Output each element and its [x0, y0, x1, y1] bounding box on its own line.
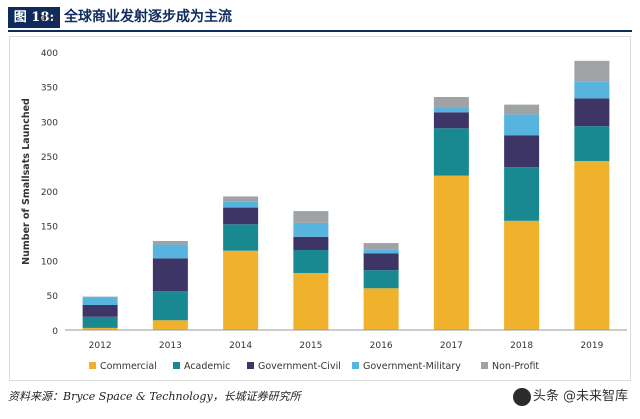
- bar-commercial-2014: [223, 250, 259, 330]
- bar-government-military-2017: [433, 107, 469, 113]
- bar-commercial-2013: [152, 320, 188, 330]
- legend-label-non-profit: Non-Profit: [492, 361, 539, 372]
- legend-label-academic: Academic: [184, 361, 230, 372]
- y-tick-label: 50: [47, 292, 59, 302]
- bar-academic-2013: [152, 291, 188, 321]
- legend-swatch-commercial: [89, 362, 96, 369]
- bar-academic-2018: [504, 167, 540, 221]
- x-tick-label: 2013: [159, 341, 182, 351]
- bar-non-profit-2013: [152, 240, 188, 245]
- bar-academic-2016: [363, 270, 399, 289]
- y-tick-label: 0: [52, 327, 58, 337]
- x-tick-label: 2019: [580, 341, 603, 351]
- x-tick-label: 2015: [299, 341, 322, 351]
- bar-government-civil-2013: [152, 258, 188, 292]
- bar-academic-2017: [433, 128, 469, 176]
- bar-commercial-2018: [504, 220, 540, 330]
- y-tick-label: 200: [41, 188, 58, 198]
- y-tick-label: 150: [41, 223, 58, 233]
- x-tick-label: 2017: [440, 341, 463, 351]
- legend-swatch-non-profit: [481, 362, 488, 369]
- y-tick-label: 300: [41, 118, 58, 128]
- bar-government-civil-2018: [504, 135, 540, 168]
- bar-commercial-2012: [82, 327, 118, 330]
- figure-label: 图 18:: [8, 7, 60, 28]
- bar-non-profit-2014: [223, 196, 259, 202]
- y-tick-label: 450: [41, 14, 58, 24]
- bar-academic-2012: [82, 316, 118, 328]
- watermark: 头条 @未来智库: [512, 385, 628, 409]
- x-tick-label: 2018: [510, 341, 533, 351]
- legend-label-government-civil: Government-Civil: [258, 361, 341, 372]
- bar-government-civil-2012: [82, 304, 118, 317]
- bar-non-profit-2018: [504, 104, 540, 115]
- header-rule: [8, 30, 632, 32]
- bar-academic-2015: [293, 250, 329, 273]
- bar-government-military-2014: [223, 201, 259, 208]
- watermark-logo-icon: [512, 387, 531, 406]
- bar-government-civil-2017: [433, 112, 469, 129]
- y-tick-label: 250: [41, 153, 58, 163]
- figure-title: 全球商业发射逐步成为主流: [64, 9, 232, 25]
- bar-commercial-2015: [293, 272, 329, 330]
- y-tick-label: 400: [41, 49, 58, 59]
- bar-commercial-2017: [433, 175, 469, 330]
- x-tick-label: 2016: [370, 341, 393, 351]
- legend-label-commercial: Commercial: [100, 361, 157, 372]
- legend-swatch-government-civil: [247, 362, 254, 369]
- x-tick-label: 2014: [229, 341, 252, 351]
- bar-government-military-2015: [293, 222, 329, 237]
- y-tick-label: 100: [41, 257, 58, 267]
- bar-commercial-2019: [574, 160, 610, 330]
- bar-government-civil-2015: [293, 236, 329, 251]
- bar-government-military-2019: [574, 81, 610, 99]
- bar-non-profit-2012: [82, 296, 118, 299]
- source-note: 资料来源：Bryce Space & Technology，长城证券研究所: [8, 390, 301, 403]
- bar-government-civil-2014: [223, 207, 259, 225]
- legend-swatch-government-military: [352, 362, 359, 369]
- bar-non-profit-2017: [433, 96, 469, 108]
- bar-government-military-2016: [363, 249, 399, 254]
- y-axis-label: Number of Smallsats Launched: [21, 98, 32, 265]
- bar-non-profit-2015: [293, 211, 329, 223]
- bar-government-military-2013: [152, 244, 188, 259]
- bar-government-civil-2016: [363, 253, 399, 271]
- chart-frame: [9, 36, 631, 381]
- bar-government-civil-2019: [574, 98, 610, 127]
- bar-government-military-2018: [504, 114, 540, 136]
- legend-swatch-academic: [173, 362, 180, 369]
- bar-non-profit-2019: [574, 60, 610, 82]
- watermark-text: 头条 @未来智库: [532, 389, 628, 404]
- bar-commercial-2016: [363, 288, 399, 330]
- bar-government-military-2012: [82, 298, 118, 305]
- bar-non-profit-2016: [363, 243, 399, 250]
- y-tick-label: 350: [41, 84, 58, 94]
- x-tick-label: 2012: [89, 341, 112, 351]
- bar-academic-2019: [574, 126, 610, 161]
- bar-academic-2014: [223, 224, 259, 251]
- legend-label-government-military: Government-Military: [363, 361, 461, 372]
- figure-header: 图 18: 全球商业发射逐步成为主流: [0, 0, 640, 32]
